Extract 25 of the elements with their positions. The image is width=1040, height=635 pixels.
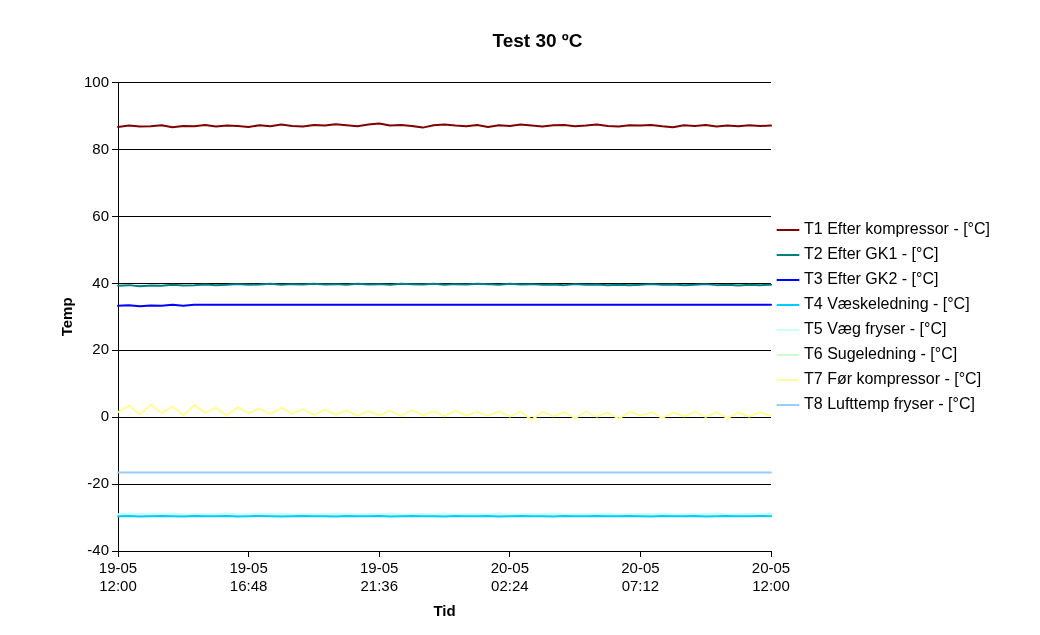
legend-label: T1 Efter kompressor - [°C]: [804, 220, 991, 238]
y-tick-label: 60: [92, 206, 110, 224]
x-tick-label: 19-05 12:00: [98, 559, 138, 595]
y-tick-label: -40: [87, 541, 110, 559]
x-tick-label: 20-05 07:12: [621, 559, 660, 595]
y-tick-label: 20: [92, 340, 110, 358]
y-tick-label: 80: [92, 139, 110, 157]
legend-label: T5 Væg fryser - [°C]: [804, 320, 947, 338]
legend-label: T6 Sugeledning - [°C]: [804, 345, 958, 363]
y-tick-label: 0: [100, 407, 110, 425]
y-axis-title: Temp: [58, 297, 76, 337]
x-tick-label: 20-05 02:24: [490, 559, 529, 595]
x-tick-label: 19-05 16:48: [229, 559, 268, 595]
legend-label: T7 Før kompressor - [°C]: [804, 370, 982, 388]
x-tick-label: 20-05 12:00: [751, 559, 791, 595]
y-tick-label: 40: [92, 273, 110, 291]
y-tick-label: -20: [87, 474, 110, 492]
legend-label: T2 Efter GK1 - [°C]: [804, 245, 939, 263]
legend-label: T3 Efter GK2 - [°C]: [804, 270, 939, 288]
x-axis-title: Tid: [433, 602, 456, 620]
legend-label: T4 Væskeledning - [°C]: [804, 295, 970, 313]
x-tick-label: 19-05 21:36: [360, 559, 399, 595]
legend-label: T8 Lufttemp fryser - [°C]: [804, 395, 975, 413]
chart-title: Test 30 ºC: [492, 29, 583, 51]
y-tick-label: 100: [84, 72, 110, 90]
